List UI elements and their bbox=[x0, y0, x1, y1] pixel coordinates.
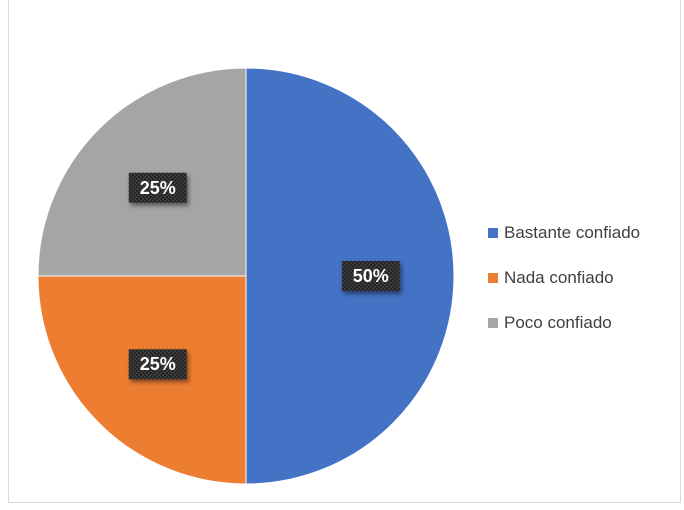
data-label-bastante-confiado: 50% bbox=[341, 261, 400, 291]
legend-swatch-poco-confiado bbox=[488, 318, 498, 328]
pie-data-labels: 50% 25% 25% bbox=[128, 172, 400, 380]
legend-item-poco-confiado: Poco confiado bbox=[488, 312, 640, 334]
data-label-text-nada-confiado: 25% bbox=[140, 354, 176, 374]
legend-label-bastante-confiado: Bastante confiado bbox=[504, 223, 641, 242]
data-label-box-poco-confiado bbox=[128, 172, 187, 203]
legend-label-poco-confiado: Poco confiado bbox=[504, 313, 612, 332]
data-label-box-bastante-confiado bbox=[341, 261, 400, 291]
legend-item-nada-confiado: Nada confiado bbox=[488, 267, 640, 289]
data-label-poco-confiado: 25% bbox=[128, 172, 187, 203]
data-label-text-poco-confiado: 25% bbox=[140, 178, 176, 198]
legend-item-bastante-confiado: Bastante confiado bbox=[488, 222, 640, 244]
legend: Bastante confiado Nada confiado Poco con… bbox=[488, 222, 640, 357]
legend-label-nada-confiado: Nada confiado bbox=[504, 268, 614, 287]
pie-slice-poco-confiado bbox=[37, 67, 247, 277]
data-label-box-nada-confiado bbox=[128, 349, 187, 380]
data-label-text-bastante-confiado: 50% bbox=[353, 266, 389, 286]
data-label-nada-confiado: 25% bbox=[128, 349, 187, 380]
pie-slice-nada-confiado bbox=[37, 275, 247, 485]
legend-swatch-nada-confiado bbox=[488, 273, 498, 283]
legend-swatch-bastante-confiado bbox=[488, 228, 498, 238]
